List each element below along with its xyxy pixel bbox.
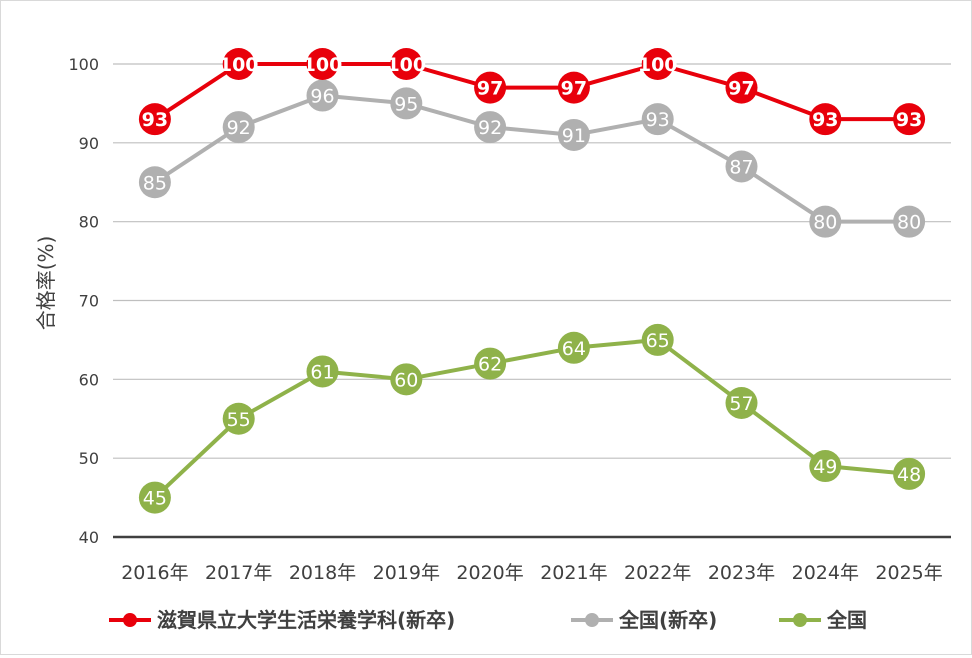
data-label: 93 bbox=[142, 109, 168, 131]
data-point bbox=[893, 103, 926, 136]
x-tick-label: 2021年 bbox=[540, 562, 607, 584]
data-label: 87 bbox=[729, 156, 753, 178]
data-point bbox=[557, 331, 590, 364]
data-label: 96 bbox=[310, 86, 334, 108]
y-tick-label: 40 bbox=[79, 528, 99, 547]
legend-marker bbox=[793, 613, 807, 627]
data-label: 95 bbox=[394, 93, 418, 115]
legend-item: 全国 bbox=[779, 608, 867, 632]
x-tick-labels: 2016年 2017年 2018年 2019年 2020年 2021年 2022年 2023年… bbox=[121, 562, 943, 584]
x-tick-label: 2020年 bbox=[456, 562, 523, 584]
x-tick-label: 2019年 bbox=[373, 562, 440, 584]
data-point bbox=[809, 205, 842, 238]
data-label: 55 bbox=[227, 409, 251, 431]
data-label: 48 bbox=[897, 464, 921, 486]
series-line bbox=[152, 337, 912, 500]
y-tick-labels: 40 50 60 70 80 90 100 bbox=[68, 55, 99, 547]
y-axis-label: 合格率(%) bbox=[34, 236, 58, 331]
data-label: 97 bbox=[477, 78, 503, 100]
data-point bbox=[138, 103, 171, 136]
x-tick-label: 2022年 bbox=[624, 562, 691, 584]
data-point bbox=[390, 48, 423, 80]
data-label: 49 bbox=[813, 456, 837, 478]
data-label: 60 bbox=[394, 369, 418, 391]
data-label: 100 bbox=[219, 54, 259, 76]
data-point bbox=[222, 111, 255, 144]
data-label: 100 bbox=[386, 54, 426, 76]
data-label: 80 bbox=[897, 212, 921, 234]
y-tick-label: 100 bbox=[68, 55, 99, 74]
x-tick-label: 2024年 bbox=[792, 562, 859, 584]
data-point bbox=[641, 103, 674, 136]
data-point bbox=[138, 481, 171, 514]
data-point bbox=[138, 166, 171, 199]
data-label: 62 bbox=[478, 354, 502, 376]
data-label: 85 bbox=[143, 172, 167, 194]
data-point bbox=[474, 71, 507, 104]
data-point bbox=[557, 71, 590, 104]
data-label: 80 bbox=[813, 212, 837, 234]
data-label: 91 bbox=[562, 125, 586, 147]
data-label: 64 bbox=[562, 338, 586, 360]
series-line bbox=[152, 93, 912, 224]
legend-marker bbox=[585, 613, 599, 627]
y-tick-label: 90 bbox=[79, 134, 99, 153]
x-tick-label: 2016年 bbox=[121, 562, 188, 584]
y-tick-label: 50 bbox=[79, 449, 99, 468]
series-line-group: 85 92 96 95 92 91 93 87 80 80 bbox=[138, 79, 926, 238]
data-label: 57 bbox=[729, 393, 753, 415]
data-point bbox=[725, 71, 758, 104]
data-point bbox=[641, 48, 674, 80]
data-label: 92 bbox=[478, 117, 502, 139]
legend-marker bbox=[123, 613, 137, 627]
x-tick-label: 2023年 bbox=[708, 562, 775, 584]
data-label: 100 bbox=[638, 54, 678, 76]
x-tick-label: 2017年 bbox=[205, 562, 272, 584]
data-point bbox=[306, 79, 339, 112]
data-point bbox=[306, 355, 339, 388]
data-point bbox=[893, 205, 926, 238]
data-point bbox=[390, 363, 423, 396]
x-tick-label: 2018年 bbox=[289, 562, 356, 584]
data-label: 100 bbox=[303, 54, 343, 76]
data-label: 61 bbox=[310, 361, 334, 383]
data-point bbox=[390, 87, 423, 120]
data-label: 45 bbox=[143, 488, 167, 510]
data-point bbox=[725, 150, 758, 183]
data-point bbox=[641, 323, 674, 356]
legend-label: 全国(新卒) bbox=[618, 608, 717, 632]
data-point bbox=[474, 347, 507, 380]
data-label: 93 bbox=[646, 109, 670, 131]
y-tick-label: 70 bbox=[79, 292, 99, 311]
data-point bbox=[557, 118, 590, 151]
data-point bbox=[809, 450, 842, 483]
legend-item: 滋賀県立大学生活栄養学科(新卒) bbox=[109, 608, 455, 632]
series-line bbox=[152, 62, 912, 122]
data-label: 97 bbox=[561, 78, 587, 100]
legend-label: 滋賀県立大学生活栄養学科(新卒) bbox=[157, 608, 455, 632]
data-point bbox=[809, 103, 842, 136]
legend: 滋賀県立大学生活栄養学科(新卒) 全国(新卒) 全国 bbox=[109, 608, 867, 632]
data-point bbox=[222, 48, 255, 80]
data-point bbox=[725, 386, 758, 419]
data-point bbox=[306, 48, 339, 80]
data-point bbox=[474, 111, 507, 144]
data-label: 93 bbox=[896, 109, 922, 131]
y-tick-label: 60 bbox=[79, 370, 99, 389]
data-label: 92 bbox=[227, 117, 251, 139]
series-line-group: 93 100 100 100 97 97 100 97 93 93 bbox=[138, 48, 926, 136]
legend-item: 全国(新卒) bbox=[571, 608, 717, 632]
series-layer: 45 55 61 60 62 64 65 57 49 48 85 92 96 95 92 91 93 87 80 80… bbox=[138, 48, 926, 514]
data-point bbox=[893, 457, 926, 490]
data-point bbox=[222, 402, 255, 435]
legend-label: 全国 bbox=[826, 608, 867, 632]
data-label: 93 bbox=[812, 109, 838, 131]
data-label: 65 bbox=[646, 330, 670, 352]
series-line-group: 45 55 61 60 62 64 65 57 49 48 bbox=[138, 323, 926, 514]
y-tick-label: 80 bbox=[79, 213, 99, 232]
x-tick-label: 2025年 bbox=[875, 562, 942, 584]
data-label: 97 bbox=[728, 78, 754, 100]
